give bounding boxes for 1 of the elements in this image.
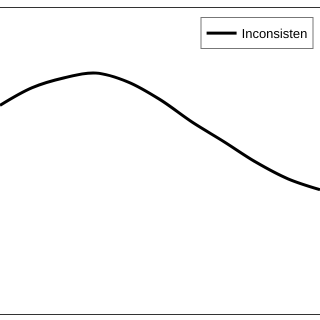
legend-label: Inconsisten [242,26,308,42]
